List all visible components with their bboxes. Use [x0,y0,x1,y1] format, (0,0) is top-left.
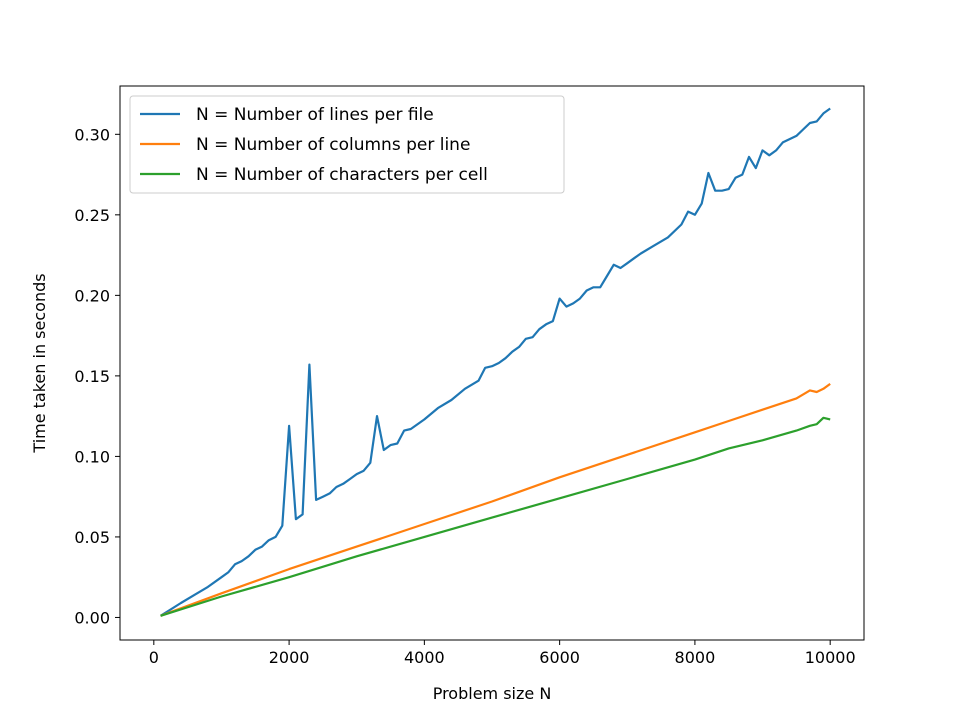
x-axis-label: Problem size N [433,684,552,703]
y-tick-label: 0.25 [74,206,110,225]
x-axis: 0 2000 4000 6000 8000 10000 [149,640,856,667]
series-line-2 [160,383,831,617]
y-tick-label: 0.05 [74,528,110,547]
legend-box [129,95,565,194]
x-tick-label: 10000 [805,648,856,667]
series-line-1 [160,107,831,617]
y-tick-label: 0.00 [74,608,110,627]
y-tick-label: 0.15 [74,367,110,386]
series-line-3 [160,416,831,617]
y-axis-label: Time taken in seconds [30,273,49,453]
y-axis: 0.00 0.05 0.10 0.15 0.20 0.25 0.30 [74,125,120,627]
legend-label-3: N = Number of characters per cell [196,165,488,185]
legend-label-2: N = Number of columns per line [196,135,470,155]
x-tick-label: 8000 [675,648,716,667]
plot-area [160,107,831,617]
y-tick-label: 0.20 [74,286,110,305]
plot-frame [119,85,865,641]
legend-label-1: N = Number of lines per file [196,105,434,125]
y-tick-label: 0.10 [74,447,110,466]
y-tick-label: 0.30 [74,125,110,144]
legend: N = Number of lines per file N = Number o… [129,95,565,194]
x-tick-label: 6000 [539,648,580,667]
x-tick-label: 2000 [269,648,310,667]
x-tick-label: 0 [149,648,159,667]
x-tick-label: 4000 [404,648,445,667]
